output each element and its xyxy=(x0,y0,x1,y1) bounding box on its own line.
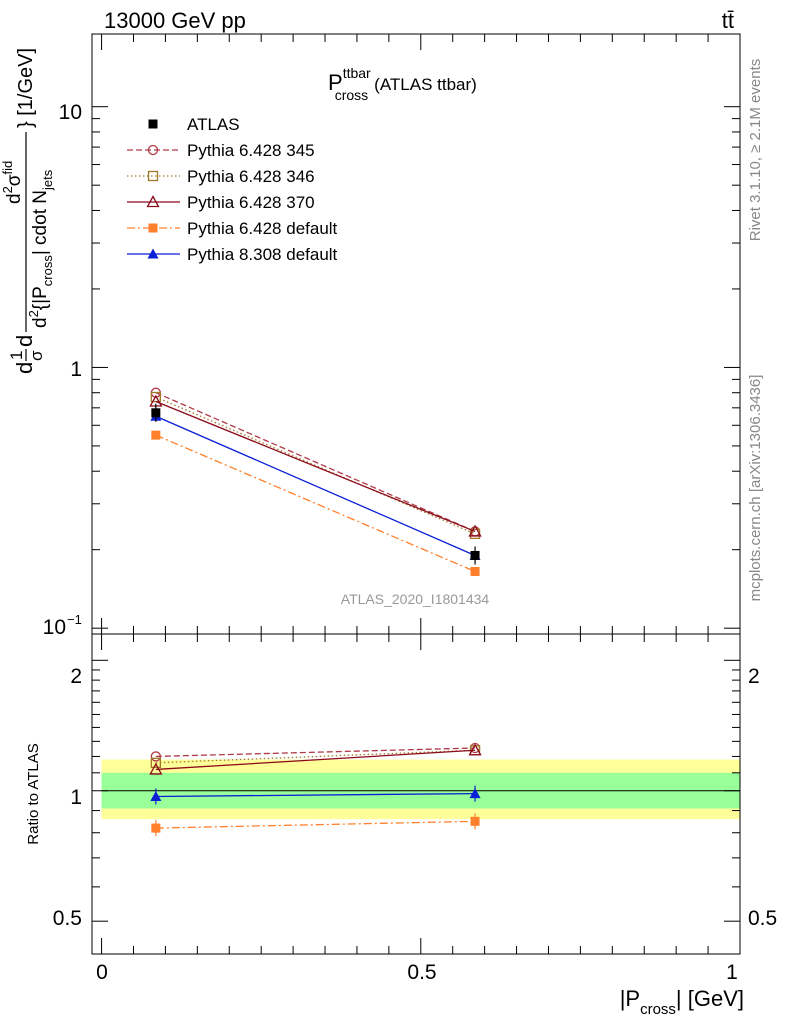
legend-marker-pythia-8-308-default xyxy=(147,248,159,259)
ratio-ytick-label-2: 2 xyxy=(70,665,82,688)
legend-label-pythia-6-428-346: Pythia 6.428 346 xyxy=(187,167,315,186)
plot-title: Pttbar cross(ATLAS ttbar) xyxy=(328,65,477,103)
rivet-label: Rivet 3.1.10, ≥ 2.1M events xyxy=(747,59,764,242)
main-axis-ticks xyxy=(92,34,741,634)
data-point-atlas xyxy=(470,551,480,561)
series-line-pythia-6-428-346 xyxy=(155,396,476,535)
ratio-ytick-label-1: 1 xyxy=(70,786,82,809)
legend-label-atlas: ATLAS xyxy=(187,115,240,134)
legend-marker-pythia-6-428-345 xyxy=(147,144,159,156)
ratio-point-pythia-6-428-370 xyxy=(149,762,163,775)
ratio-line-pythia-6-428-346 xyxy=(155,749,476,764)
ylabel-d2: d xyxy=(12,335,37,347)
legend-marker-pythia-6-428-default xyxy=(148,223,158,233)
ratio-ytick-label-0p5: 0.5 xyxy=(53,907,82,930)
legend-label-pythia-6-428-default: Pythia 6.428 default xyxy=(187,219,338,238)
xtick-label-0p5: 0.5 xyxy=(407,961,436,984)
legend-label-pythia-6-428-345: Pythia 6.428 345 xyxy=(187,141,315,160)
process-label: tt̄ xyxy=(722,8,734,33)
ratio-point-pythia-6-428-370 xyxy=(468,743,482,756)
x-axis-label: |Pcross| [GeV] xyxy=(620,986,744,1018)
ratio-line-pythia-6-428-370 xyxy=(155,749,476,771)
main-ylabel: d 1 σ d d2σfid d2{|Pcross| cdot Njets } … xyxy=(0,48,55,374)
ylabel-frac1-den: σ xyxy=(27,350,46,361)
legend-marker-atlas xyxy=(148,119,158,129)
ratio-series-layer xyxy=(149,742,482,837)
main-series-layer xyxy=(149,387,482,576)
xtick-label-0: 0 xyxy=(96,961,108,984)
legend: ATLAS Pythia 6.428 345 Pythia 6.428 346 Pyt… xyxy=(127,115,338,264)
ytick-exponent: −1 xyxy=(67,612,82,627)
series-line-pythia-6-428-345 xyxy=(155,392,476,533)
ratio-ylabel: Ratio to ATLAS xyxy=(25,743,42,844)
ratio-axis-ticks xyxy=(92,634,741,954)
ytick-label-0p1: 10 xyxy=(43,616,66,639)
ytick-label-1: 1 xyxy=(70,358,82,381)
legend-label-pythia-6-428-370: Pythia 6.428 370 xyxy=(187,193,315,212)
analysis-watermark: ATLAS_2020_I1801434 xyxy=(341,591,490,607)
xtick-label-1: 1 xyxy=(726,961,738,984)
data-point-pythia-6-428-346 xyxy=(150,391,161,403)
ylabel-d: d xyxy=(12,362,37,374)
ratio-line-pythia-6-428-default xyxy=(155,820,476,829)
mcplots-label: mcplots.cern.ch [arXiv:1306.3436] xyxy=(747,375,764,602)
ratio-point-pythia-8-308-default xyxy=(150,790,162,801)
ratio-line-pythia-6-428-345 xyxy=(155,747,476,758)
ratio-plot-frame xyxy=(91,633,741,955)
data-point-pythia-6-428-370 xyxy=(468,524,482,537)
ylabel-frac1-num: 1 xyxy=(7,351,26,360)
legend-marker-pythia-6-428-370 xyxy=(146,195,160,208)
ratio-ytick-label-right-2: 2 xyxy=(748,665,760,688)
ylabel-close: } [1/GeV] xyxy=(15,48,37,128)
data-point-atlas xyxy=(151,408,161,418)
series-line-pythia-6-428-default xyxy=(155,434,476,573)
ratio-point-pythia-8-308-default xyxy=(469,788,481,799)
data-point-pythia-6-428-default xyxy=(470,566,480,576)
ytick-label-10: 10 xyxy=(59,101,82,124)
ratio-uncertainty-bands xyxy=(101,759,740,820)
series-line-pythia-8-308-default xyxy=(155,415,476,557)
data-point-pythia-6-428-default xyxy=(151,430,161,440)
legend-label-pythia-8-308-default: Pythia 8.308 default xyxy=(187,245,338,264)
ylabel-frac2-den: d2{|Pcross| cdot Njets xyxy=(26,169,55,328)
ratio-line-pythia-8-308-default xyxy=(155,792,476,798)
ratio-ytick-label-right-0p5: 0.5 xyxy=(748,907,777,930)
ratio-point-pythia-6-428-346 xyxy=(150,757,161,768)
ylabel-frac2-num: d2σfid xyxy=(0,161,25,204)
energy-label: 13000 GeV pp xyxy=(104,8,246,33)
ratio-point-pythia-6-428-default xyxy=(470,816,480,826)
legend-marker-pythia-6-428-346 xyxy=(147,170,159,182)
ratio-point-pythia-6-428-default xyxy=(151,823,161,833)
series-line-pythia-6-428-370 xyxy=(155,400,476,533)
ratio-point-pythia-6-428-345 xyxy=(150,751,161,762)
